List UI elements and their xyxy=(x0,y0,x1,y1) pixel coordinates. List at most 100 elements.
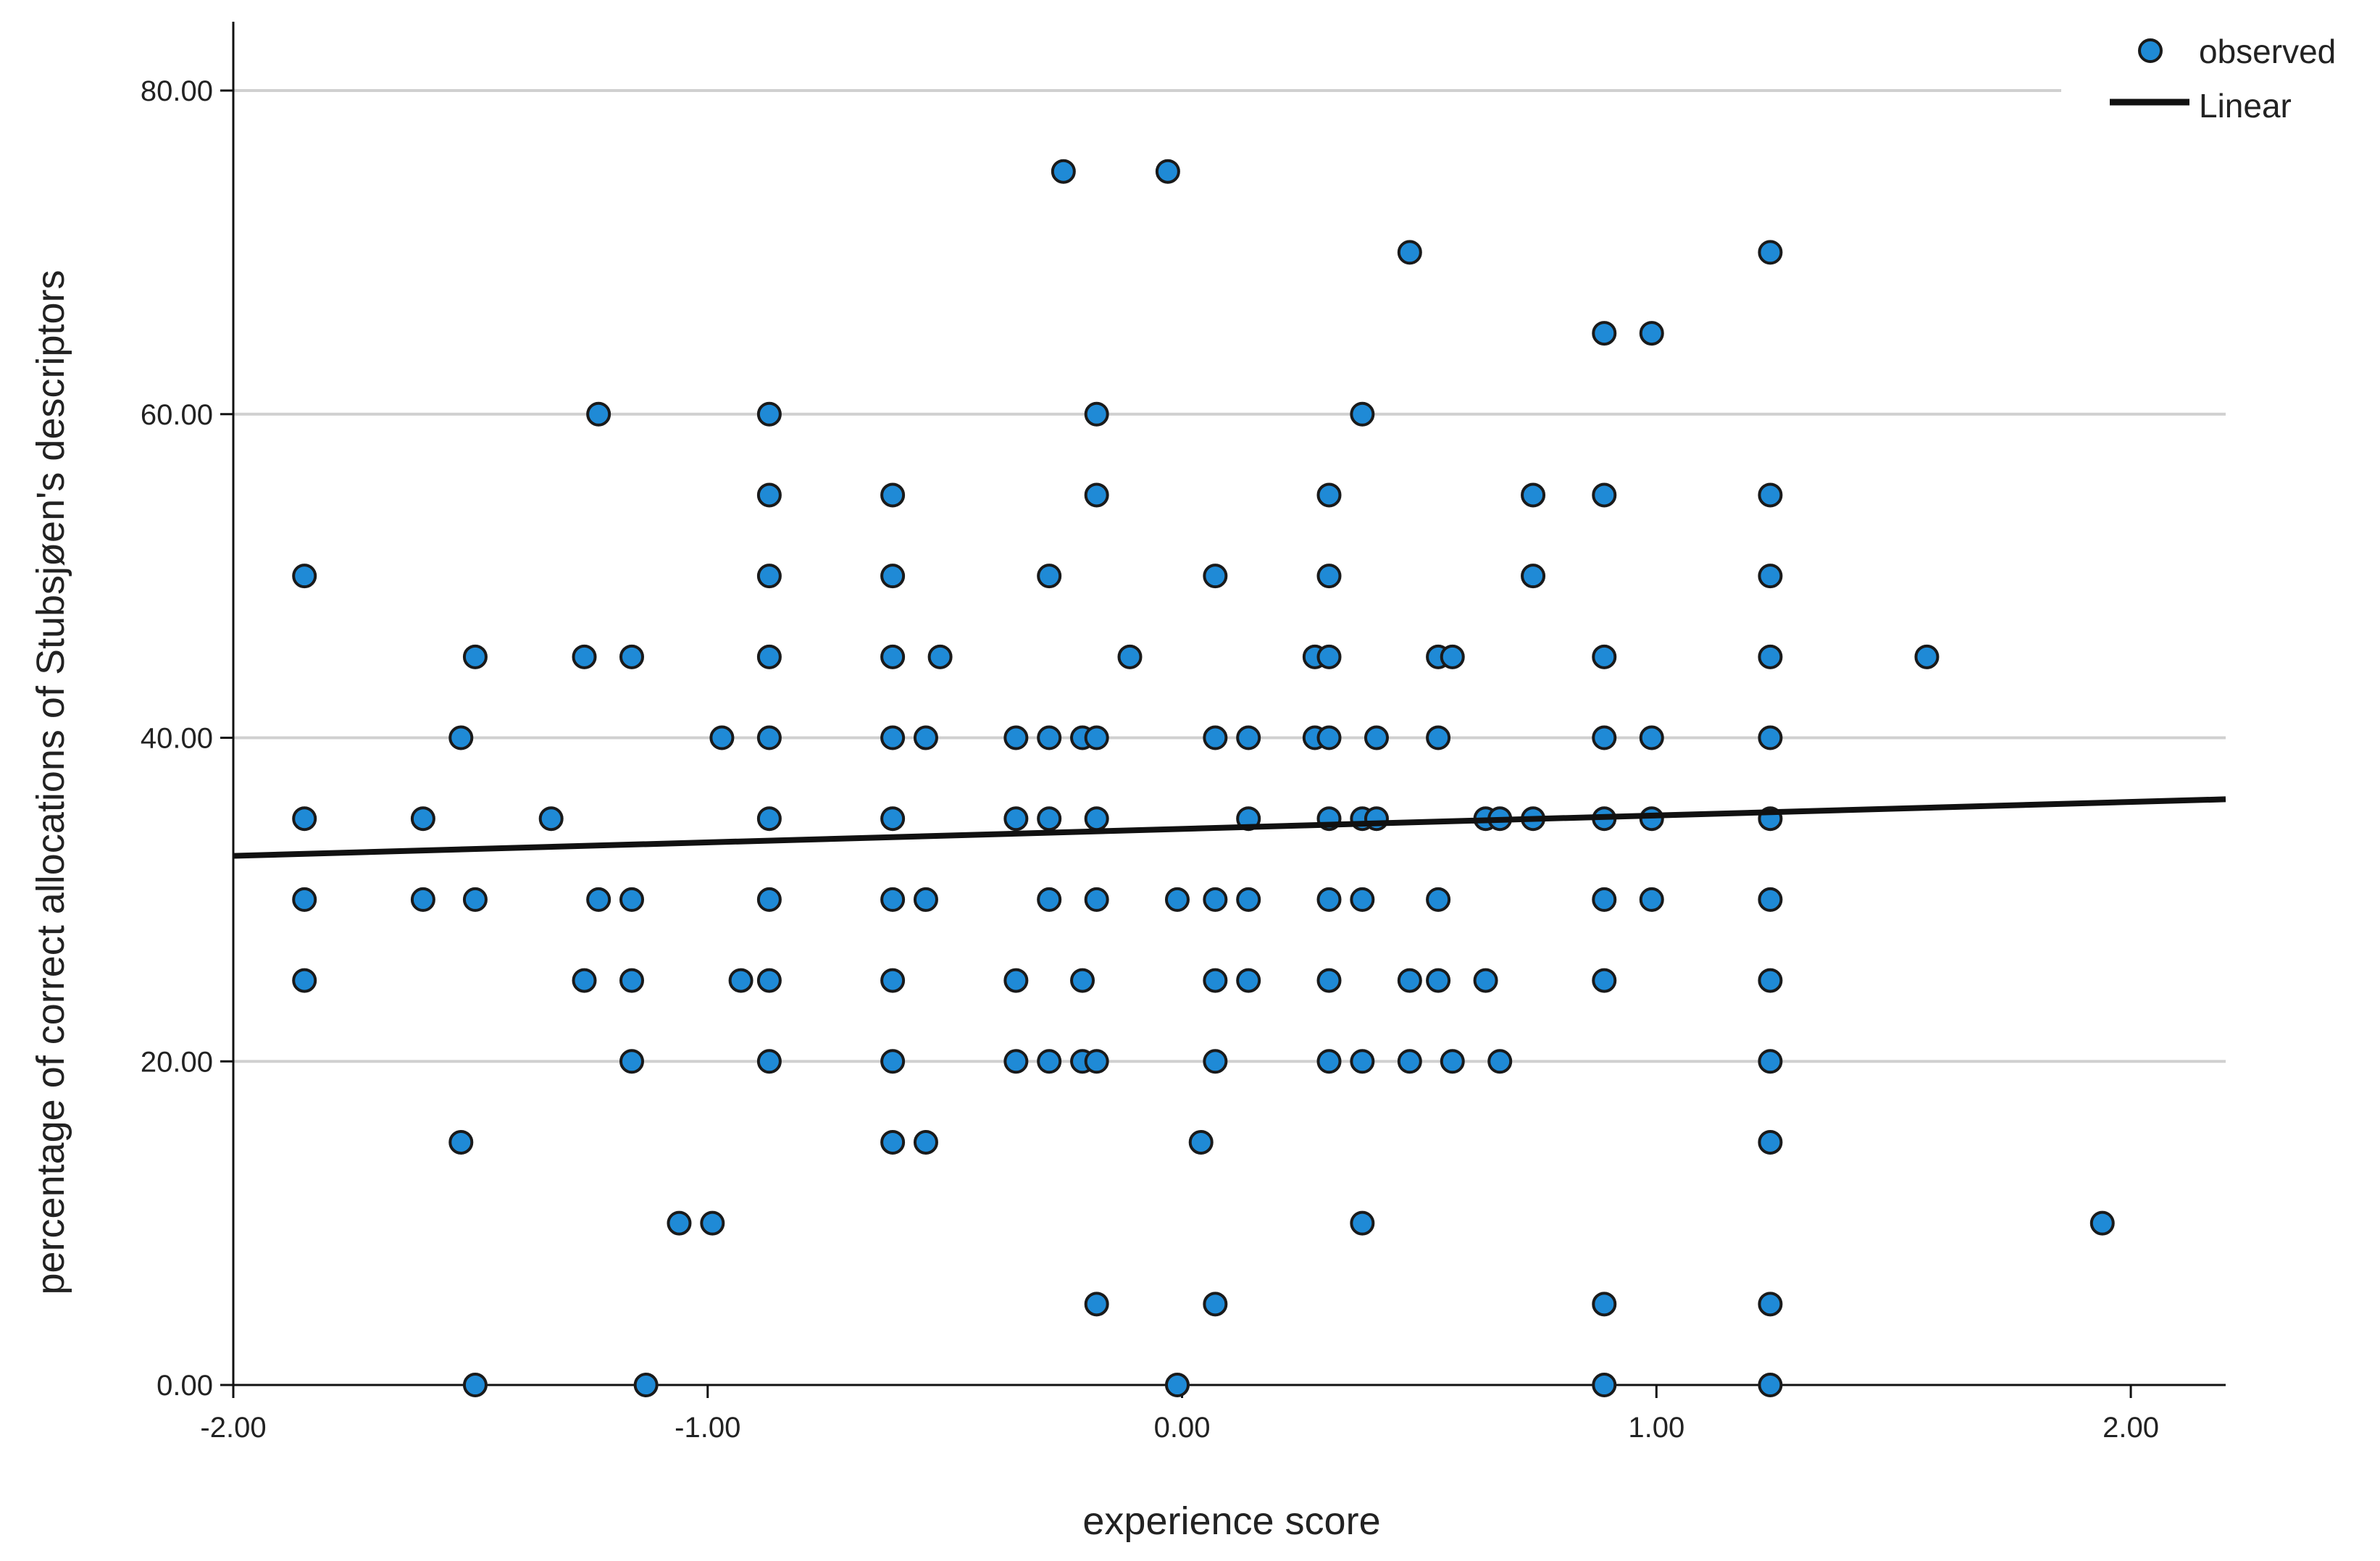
data-point xyxy=(1758,1373,1783,1397)
y-tick-label: 80.00 xyxy=(141,75,213,107)
data-point xyxy=(927,644,953,669)
data-point xyxy=(1117,644,1143,669)
data-point xyxy=(1758,1129,1783,1155)
data-point xyxy=(1003,968,1029,993)
data-point xyxy=(700,1210,725,1236)
data-point xyxy=(880,482,906,508)
data-point xyxy=(709,725,735,750)
data-point xyxy=(619,644,644,669)
data-point xyxy=(880,887,906,912)
x-tick-label: 2.00 xyxy=(2103,1412,2159,1444)
data-point xyxy=(1397,1049,1422,1074)
data-point xyxy=(1350,1049,1375,1074)
data-point xyxy=(1203,1049,1228,1074)
observed-points xyxy=(292,159,2115,1397)
data-point xyxy=(572,644,597,669)
data-point xyxy=(1592,644,1617,669)
data-point xyxy=(448,1129,474,1155)
data-point xyxy=(1316,725,1342,750)
data-point xyxy=(1914,644,1940,669)
axes xyxy=(232,22,2226,1386)
data-point xyxy=(586,401,611,427)
data-point xyxy=(1758,1292,1783,1317)
data-point xyxy=(1758,1049,1783,1074)
data-point xyxy=(913,1129,938,1155)
data-point xyxy=(1084,806,1109,832)
data-point xyxy=(462,1373,488,1397)
data-point xyxy=(1003,806,1029,832)
data-point xyxy=(1592,968,1617,993)
data-point xyxy=(410,887,435,912)
data-point xyxy=(1397,240,1422,265)
data-point xyxy=(1164,1373,1190,1397)
x-tick-label: -2.00 xyxy=(200,1412,266,1444)
x-tick-label: -1.00 xyxy=(675,1412,740,1444)
data-point xyxy=(1426,968,1451,993)
data-point xyxy=(880,564,906,589)
data-point xyxy=(756,806,782,832)
data-point xyxy=(462,887,488,912)
data-point xyxy=(1364,725,1389,750)
data-point xyxy=(1316,887,1342,912)
data-point xyxy=(1473,968,1498,993)
data-point xyxy=(1203,1292,1228,1317)
data-point xyxy=(1188,1129,1214,1155)
data-point xyxy=(880,806,906,832)
y-axis-label: percentage of correct allocations of Stu… xyxy=(29,269,72,1294)
data-point xyxy=(1203,564,1228,589)
data-point xyxy=(1037,806,1062,832)
data-point xyxy=(1316,1049,1342,1074)
linear-fit xyxy=(233,796,2226,859)
y-tick-label: 0.00 xyxy=(156,1370,213,1402)
data-point xyxy=(1521,564,1546,589)
data-point xyxy=(619,887,644,912)
data-point xyxy=(410,806,435,832)
data-point xyxy=(1037,1049,1062,1074)
data-point xyxy=(1003,1049,1029,1074)
data-point xyxy=(292,564,317,589)
data-point xyxy=(756,564,782,589)
data-point xyxy=(913,887,938,912)
data-point xyxy=(1758,644,1783,669)
data-point xyxy=(292,806,317,832)
data-point xyxy=(1426,725,1451,750)
data-point xyxy=(448,725,474,750)
data-point xyxy=(1203,887,1228,912)
x-tick-label: 1.00 xyxy=(1628,1412,1684,1444)
data-point xyxy=(1155,159,1180,184)
fit-line xyxy=(233,796,2226,859)
data-point xyxy=(1236,725,1261,750)
data-point xyxy=(1639,887,1664,912)
data-point xyxy=(1426,887,1451,912)
y-tick-label: 60.00 xyxy=(141,399,213,431)
data-point xyxy=(1316,644,1342,669)
data-point xyxy=(1037,725,1062,750)
data-point xyxy=(619,1049,644,1074)
data-point xyxy=(1758,564,1783,589)
data-point xyxy=(1440,1049,1465,1074)
legend-marker-observed xyxy=(2138,38,2163,63)
data-point xyxy=(1639,321,1664,346)
legend-label-linear: Linear xyxy=(2199,87,2292,125)
data-point xyxy=(1203,968,1228,993)
data-point xyxy=(1758,725,1783,750)
data-point xyxy=(1203,725,1228,750)
data-point xyxy=(1003,725,1029,750)
data-point xyxy=(1592,887,1617,912)
data-point xyxy=(1397,968,1422,993)
data-point xyxy=(462,644,488,669)
data-point xyxy=(1521,482,1546,508)
data-point xyxy=(1758,482,1783,508)
data-point xyxy=(1236,968,1261,993)
data-point xyxy=(667,1210,692,1236)
data-point xyxy=(1758,968,1783,993)
data-point xyxy=(1350,887,1375,912)
x-ticks: -2.00 -1.00 0.00 1.00 2.00 xyxy=(200,1385,2159,1444)
data-point xyxy=(1440,644,1465,669)
x-axis-label: experience score xyxy=(1082,1499,1380,1543)
data-point xyxy=(756,644,782,669)
data-point xyxy=(1084,401,1109,427)
data-point xyxy=(1051,159,1076,184)
data-point xyxy=(1592,482,1617,508)
data-point xyxy=(1084,725,1109,750)
